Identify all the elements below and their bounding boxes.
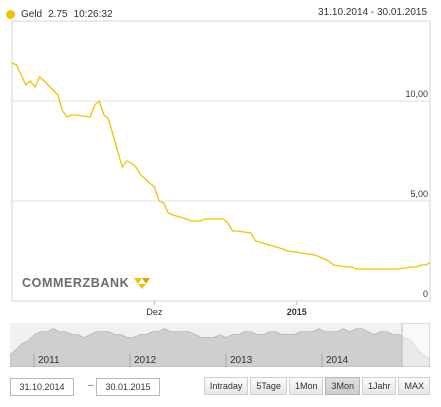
navigator-chart[interactable]: 2011 2012 2013 2014 [10,323,430,367]
legend-time: 10:26:32 [73,8,113,20]
y-tick-label: 10,00 [405,89,428,99]
x-tick-label: 2015 [287,307,307,317]
navigator-area [10,328,430,367]
chart-ticks: 0 5,00 10,00 Dez 2015 [146,89,428,317]
ribbon-logo-icon [134,278,151,289]
y-tick-label: 0 [423,289,428,299]
range-button-intraday[interactable]: Intraday [203,377,249,395]
navigator-year-label: 2012 [134,355,157,366]
series-line [11,62,431,270]
navigator-year-label: 2014 [326,355,349,366]
range-buttons: Intraday 5Tage 1Mon 3Mon 1Jahr MAX [203,377,430,395]
range-button-1mon[interactable]: 1Mon [288,377,324,395]
series-dot-icon [6,9,15,19]
chart-axes [11,20,431,302]
date-from-input[interactable] [10,378,74,396]
legend-value: 2.75 [48,8,68,20]
range-button-5tage[interactable]: 5Tage [250,377,287,395]
navigator-selection[interactable] [401,323,430,367]
range-button-3mon[interactable]: 3Mon [325,377,360,395]
navigator[interactable]: 2011 2012 2013 2014 [10,323,430,367]
date-range-text: 31.10.2014 - 30.01.2015 [318,7,427,18]
main-chart: 0 5,00 10,00 Dez 2015 [11,20,431,317]
y-tick-label: 5,00 [410,189,428,199]
x-tick-label: Dez [146,307,163,317]
date-to-input[interactable] [96,378,160,396]
navigator-year-label: 2013 [230,355,253,366]
chart-grid [12,100,430,202]
logo-text: COMMERZBANK [22,276,130,290]
plot-frame [11,20,431,302]
legend-series-label: Geld [21,8,43,20]
range-button-max[interactable]: MAX [398,377,430,395]
chart-series [11,62,431,270]
date-separator: – [88,380,94,391]
navigator-year-label: 2011 [38,355,60,366]
chart-legend: Geld 2.75 10:26:32 [6,6,113,22]
range-button-1jahr[interactable]: 1Jahr [361,377,397,395]
commerzbank-logo: COMMERZBANK [22,276,151,290]
